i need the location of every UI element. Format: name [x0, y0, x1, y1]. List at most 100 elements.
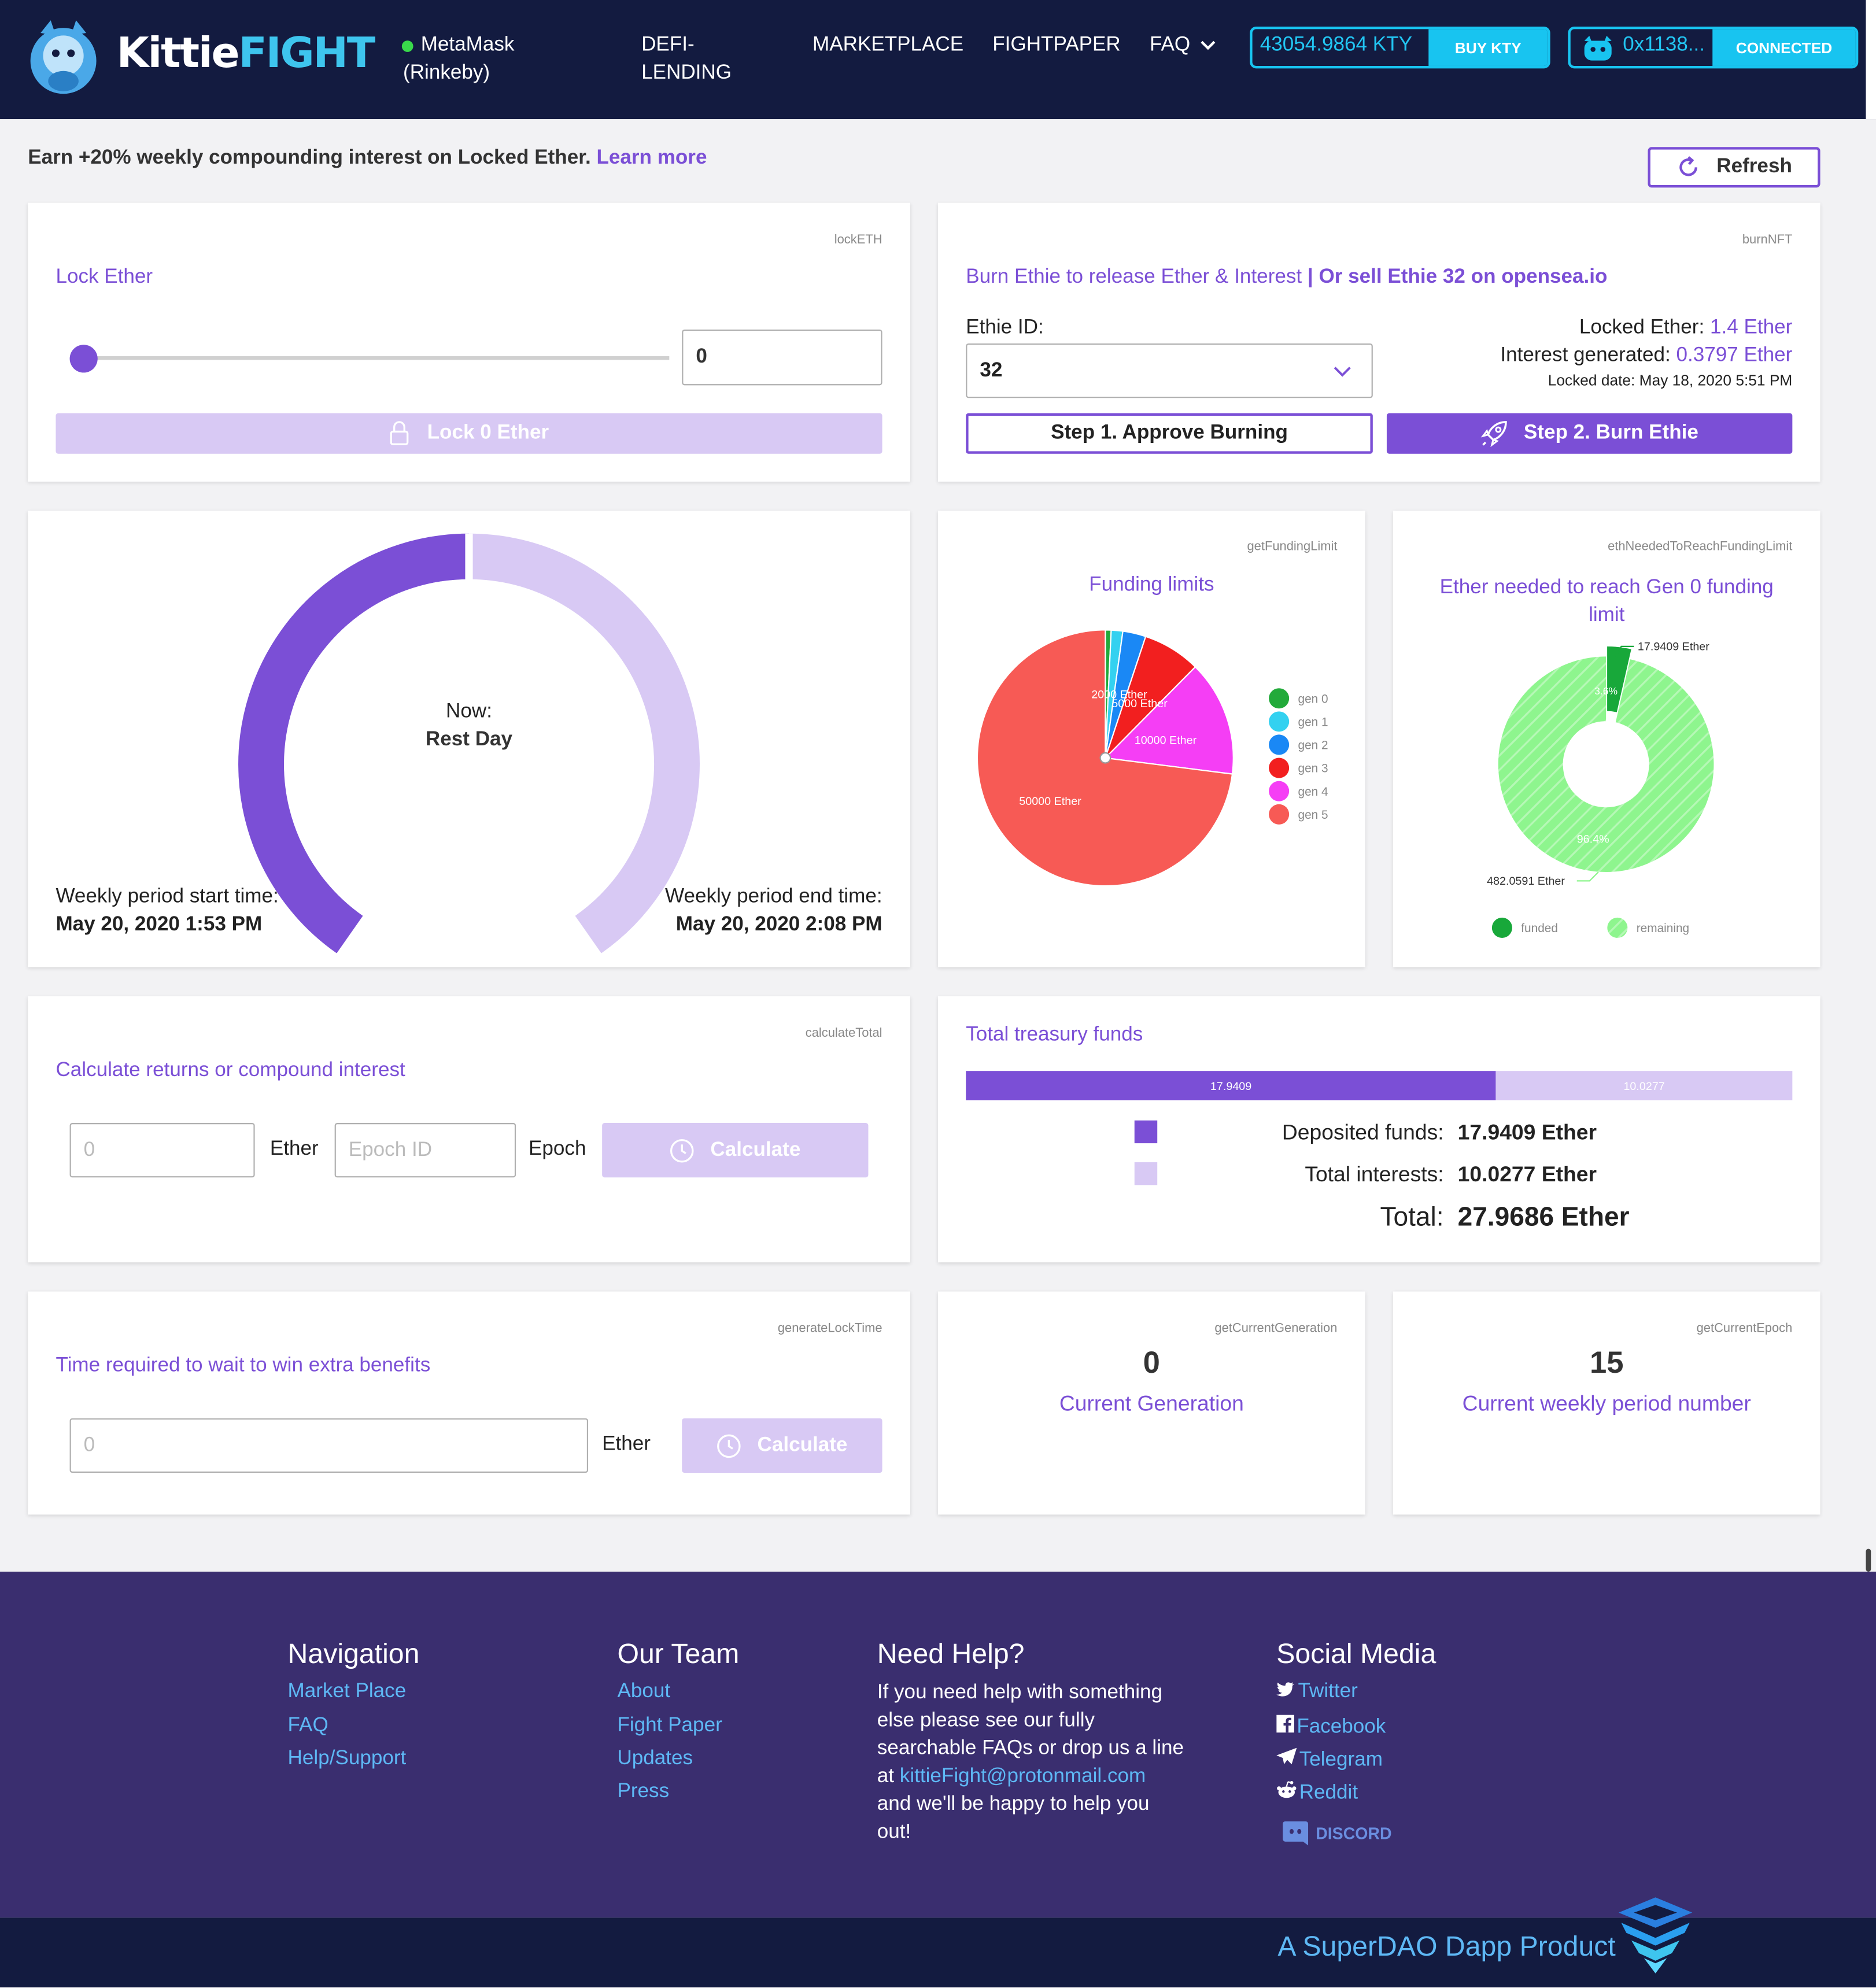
- interest-swatch: [1134, 1162, 1158, 1185]
- current-generation-card: getCurrentGeneration 0 Current Generatio…: [938, 1291, 1365, 1515]
- lock-ether-button[interactable]: Lock 0 Ether: [56, 413, 882, 454]
- legend-swatch-gen-2: [1269, 734, 1290, 755]
- footer-navigation-title: Navigation: [287, 1637, 420, 1669]
- banner-text: Earn +20% weekly compounding interest on…: [28, 147, 591, 169]
- footer-link-updates[interactable]: Updates: [617, 1747, 693, 1769]
- footer-discord-link[interactable]: DISCORD: [1282, 1819, 1392, 1846]
- treasury-bar: 17.9409 10.0277: [966, 1071, 1793, 1100]
- period-end-label: Weekly period end time:: [664, 886, 882, 908]
- footer-link-faq[interactable]: FAQ: [287, 1714, 328, 1736]
- refresh-button[interactable]: Refresh: [1648, 147, 1820, 188]
- network-status-dot: [401, 40, 413, 52]
- opensea-link[interactable]: Or sell Ethie 32 on opensea.io: [1319, 266, 1608, 288]
- lock-time-ether-input[interactable]: 0: [69, 1418, 589, 1473]
- burn-ethie-button[interactable]: Step 2. Burn Ethie: [1386, 413, 1793, 454]
- brand-name[interactable]: KittieFIGHT: [117, 28, 376, 77]
- gauge-progress: [238, 533, 470, 954]
- gauge-now-label: Now:: [446, 701, 492, 723]
- kittie-logo-icon[interactable]: [18, 15, 109, 104]
- footer-link-about[interactable]: About: [617, 1680, 671, 1702]
- footer-link-marketplace[interactable]: Market Place: [287, 1680, 407, 1702]
- wallet-pill: 0x1138... CONNECTED: [1568, 27, 1859, 69]
- current-generation-tag: getCurrentGeneration: [1214, 1322, 1338, 1336]
- footer: Navigation Market Place FAQ Help/Support…: [0, 1571, 1876, 1918]
- lock-time-tag: generateLockTime: [777, 1322, 882, 1336]
- interest-value: 10.0277 Ether: [1457, 1162, 1597, 1187]
- legend-swatch-gen-4: [1269, 781, 1290, 801]
- footer-facebook-link[interactable]: Facebook: [1276, 1714, 1386, 1739]
- donut-funded-label: 17.9409 Ether: [1638, 640, 1709, 653]
- twitter-icon: [1276, 1682, 1294, 1697]
- pie-slice-label: 2000 Ether: [1091, 689, 1147, 701]
- footer-link-help[interactable]: Help/Support: [287, 1747, 407, 1769]
- chevron-down-icon: [1334, 367, 1351, 377]
- pie-slice-label: 5000 Ether: [1111, 697, 1168, 710]
- current-epoch-card: getCurrentEpoch 15 Current weekly period…: [1393, 1291, 1820, 1515]
- footer-twitter-link[interactable]: Twitter: [1276, 1680, 1358, 1703]
- interest-label: Total interests:: [1305, 1162, 1444, 1187]
- interest-generated-value: 0.3797 Ether: [1676, 345, 1793, 367]
- scrollbar-track: [1866, 0, 1876, 120]
- pie-center-dot: [1099, 752, 1111, 764]
- approve-burning-button[interactable]: Step 1. Approve Burning: [966, 413, 1373, 454]
- interest-banner: Earn +20% weekly compounding interest on…: [28, 147, 707, 169]
- period-end-value: May 20, 2020 2:08 PM: [675, 914, 882, 936]
- legend-swatch-gen-0: [1269, 688, 1290, 709]
- buy-kty-button[interactable]: BUY KTY: [1428, 29, 1548, 66]
- clock-icon: [670, 1138, 695, 1162]
- network-chain: (Rinkeby): [403, 62, 490, 84]
- learn-more-link[interactable]: Learn more: [596, 147, 707, 169]
- pie-slice-label: 10000 Ether: [1135, 734, 1197, 747]
- treasury-bar-deposited: 17.9409: [966, 1071, 1496, 1100]
- donut-remaining-label: 482.0591 Ether: [1487, 875, 1565, 888]
- wallet-address[interactable]: 0x1138...: [1623, 34, 1705, 56]
- ether-needed-tag: ethNeededToReachFundingLimit: [1608, 540, 1793, 554]
- total-label: Total:: [1380, 1203, 1444, 1232]
- calculate-total-tag: calculateTotal: [805, 1026, 882, 1041]
- lock-slider-track[interactable]: [83, 356, 670, 360]
- deposited-label: Deposited funds:: [1282, 1120, 1444, 1145]
- legend-label-gen-5: gen 5: [1298, 808, 1328, 822]
- footer-reddit-link[interactable]: Reddit: [1276, 1781, 1358, 1805]
- calc-epoch-unit: Epoch: [529, 1138, 586, 1160]
- calc-ether-input[interactable]: 0: [69, 1123, 255, 1178]
- locked-date-line: Locked date: May 18, 2020 5:51 PM: [1548, 371, 1793, 389]
- legend-swatch-funded: [1491, 917, 1512, 938]
- legend-label-gen-1: gen 1: [1298, 716, 1328, 729]
- footer-social-title: Social Media: [1276, 1637, 1436, 1669]
- lock-amount-input[interactable]: 0: [682, 329, 882, 386]
- legend-label-funded: funded: [1521, 922, 1558, 935]
- legend-label-remaining: remaining: [1637, 922, 1689, 935]
- burn-nft-tag: burnNFT: [1742, 233, 1793, 247]
- help-email-link[interactable]: kittieFight@protonmail.com: [899, 1765, 1146, 1787]
- lock-slider-thumb[interactable]: [69, 345, 98, 373]
- total-value: 27.9686 Ether: [1457, 1203, 1630, 1232]
- nav-marketplace[interactable]: MARKETPLACE: [813, 34, 964, 56]
- kitty-avatar-icon: [1584, 35, 1612, 61]
- kty-balance: 43054.9864 KTY: [1260, 34, 1412, 56]
- page-scrollbar-thumb[interactable]: [1866, 1549, 1871, 1572]
- weekly-period-card: Now: Rest Day Weekly period start time: …: [28, 511, 910, 967]
- nav-fightpaper[interactable]: FIGHTPAPER: [992, 34, 1121, 56]
- ether-needed-card: ethNeededToReachFundingLimit Ether neede…: [1393, 511, 1820, 967]
- lock-time-calculate-button[interactable]: Calculate: [682, 1418, 882, 1473]
- ethie-id-select[interactable]: 32: [966, 343, 1373, 398]
- calculate-returns-card: calculateTotal Calculate returns or comp…: [28, 996, 910, 1263]
- legend-swatch-remaining: [1607, 917, 1628, 938]
- calc-epoch-input[interactable]: Epoch ID: [334, 1123, 516, 1178]
- calculate-returns-title: Calculate returns or compound interest: [56, 1059, 405, 1081]
- funding-limits-card: getFundingLimit Funding limits 2000 Ethe…: [938, 511, 1365, 967]
- connected-button[interactable]: CONNECTED: [1712, 29, 1856, 66]
- nav-faq[interactable]: FAQ: [1150, 32, 1216, 60]
- lock-eth-tag: lockETH: [834, 233, 882, 247]
- nav-defi-lending[interactable]: DEFI- LENDING: [641, 34, 732, 84]
- calculate-returns-button[interactable]: Calculate: [602, 1123, 869, 1178]
- pie-slice-gen-3: [1105, 635, 1196, 759]
- footer-link-press[interactable]: Press: [617, 1780, 670, 1802]
- superdao-logo-icon[interactable]: [1616, 1895, 1695, 1976]
- footer-link-fightpaper[interactable]: Fight Paper: [617, 1714, 722, 1736]
- legend-label-gen-4: gen 4: [1298, 785, 1328, 799]
- period-gauge: [238, 533, 700, 954]
- deposited-swatch: [1134, 1120, 1158, 1144]
- footer-telegram-link[interactable]: Telegram: [1276, 1747, 1383, 1772]
